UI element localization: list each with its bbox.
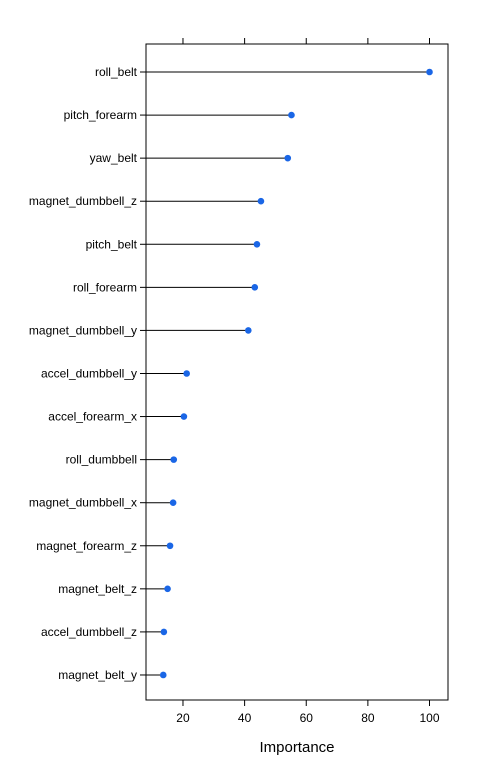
point-magnet_belt_y <box>159 671 167 679</box>
category-label-yaw_belt: yaw_belt <box>90 151 138 165</box>
point-roll_belt <box>426 68 433 76</box>
category-label-accel_dumbbell_y: accel_dumbbell_y <box>41 366 137 380</box>
plot-frame <box>145 43 449 701</box>
point-magnet_belt_z <box>164 585 171 593</box>
point-roll_dumbbell <box>170 456 178 463</box>
top-axis-ticks <box>182 38 431 44</box>
point-pitch_forearm <box>288 111 295 119</box>
x-tick-label-80: 80 <box>361 711 375 725</box>
category-label-roll_dumbbell: roll_dumbbell <box>66 453 137 467</box>
category-label-roll_forearm: roll_forearm <box>73 280 137 294</box>
x-tick-label-100: 100 <box>419 711 439 725</box>
x-tick-label-20: 20 <box>176 711 190 725</box>
category-label-magnet_belt_y: magnet_belt_y <box>58 668 137 682</box>
point-magnet_dumbbell_y <box>245 327 252 334</box>
x-tick-label-40: 40 <box>238 711 252 725</box>
chart-marks <box>140 68 433 679</box>
category-label-accel_forearm_x: accel_forearm_x <box>48 410 137 424</box>
point-yaw_belt <box>284 154 292 162</box>
x-tick-label-60: 60 <box>300 711 314 725</box>
category-label-magnet_forearm_z: magnet_forearm_z <box>36 539 137 553</box>
point-magnet_forearm_z <box>166 542 174 550</box>
category-label-pitch_belt: pitch_belt <box>86 237 138 251</box>
point-magnet_dumbbell_z <box>257 197 265 205</box>
point-accel_dumbbell_y <box>183 370 190 377</box>
category-label-roll_belt: roll_belt <box>95 65 138 79</box>
x-axis-title: Importance <box>259 739 334 756</box>
category-label-pitch_forearm: pitch_forearm <box>64 108 137 122</box>
bottom-axis-ticks: 20 40 60 80 100 <box>176 700 440 725</box>
point-accel_dumbbell_z <box>160 628 168 636</box>
point-accel_forearm_x <box>180 413 188 420</box>
category-label-magnet_belt_z: magnet_belt_z <box>58 582 137 596</box>
point-magnet_dumbbell_x <box>169 499 177 507</box>
point-pitch_belt <box>253 240 261 248</box>
category-labels: roll_belt pitch_forearm yaw_belt magnet_dum… <box>29 65 138 682</box>
point-roll_forearm <box>251 284 259 291</box>
category-label-magnet_dumbbell_z: magnet_dumbbell_z <box>29 194 137 208</box>
category-label-magnet_dumbbell_x: magnet_dumbbell_x <box>29 496 137 510</box>
category-label-accel_dumbbell_z: accel_dumbbell_z <box>41 625 137 639</box>
category-label-magnet_dumbbell_y: magnet_dumbbell_y <box>29 323 137 337</box>
